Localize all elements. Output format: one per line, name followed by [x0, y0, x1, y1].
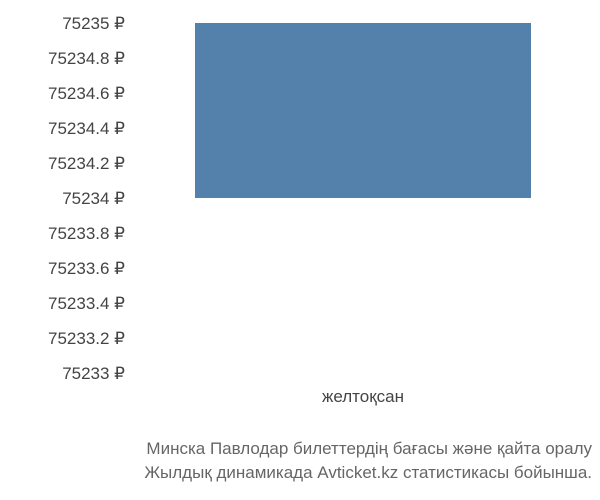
y-tick: 75234.6 ₽	[0, 85, 125, 102]
bar	[195, 23, 531, 198]
y-tick: 75233.8 ₽	[0, 225, 125, 242]
y-tick: 75233.2 ₽	[0, 330, 125, 347]
y-tick: 75235 ₽	[0, 15, 125, 32]
y-tick: 75233.6 ₽	[0, 260, 125, 277]
y-tick: 75233 ₽	[0, 365, 125, 382]
plot-area: желтоқсан	[135, 15, 575, 365]
y-tick: 75234.8 ₽	[0, 50, 125, 67]
y-tick: 75233.4 ₽	[0, 295, 125, 312]
chart-container: 75235 ₽ 75234.8 ₽ 75234.6 ₽ 75234.4 ₽ 75…	[0, 0, 600, 500]
caption-line-2: Жылдық динамикада Avticket.kz статистика…	[0, 461, 592, 485]
y-tick: 75234.2 ₽	[0, 155, 125, 172]
chart-caption: Минска Павлодар билеттердің бағасы және …	[0, 437, 600, 485]
caption-line-1: Минска Павлодар билеттердің бағасы және …	[0, 437, 592, 461]
y-tick: 75234.4 ₽	[0, 120, 125, 137]
y-tick: 75234 ₽	[0, 190, 125, 207]
x-axis-label: желтоқсан	[195, 387, 531, 407]
